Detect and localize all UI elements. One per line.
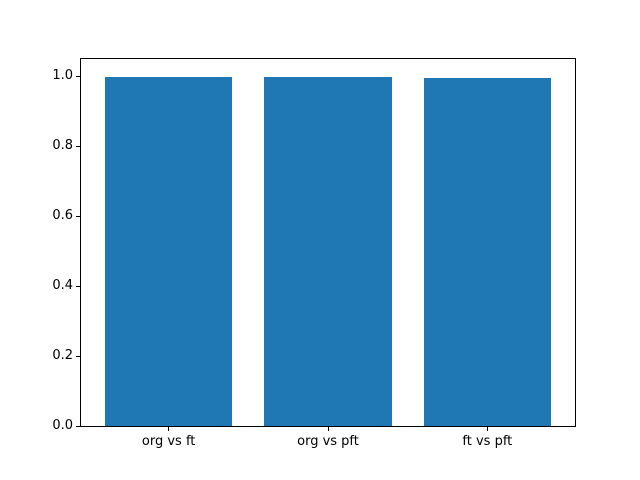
y-tick-mark bbox=[76, 215, 80, 217]
x-tick-label: org vs ft bbox=[141, 434, 196, 449]
y-tick-mark bbox=[76, 285, 80, 287]
y-tick-mark bbox=[76, 355, 80, 357]
plot-area: 0.0 0.2 0.4 0.6 0.8 1.0 org vs ft org vs pft ft … bbox=[52, 58, 576, 449]
bar-ft-vs-pft bbox=[423, 77, 552, 426]
y-tick-mark bbox=[76, 75, 80, 77]
y-tick-label: 0.2 bbox=[52, 348, 73, 364]
x-tick-label: org vs pft bbox=[297, 434, 359, 449]
y-tick-label: 0.8 bbox=[52, 138, 73, 154]
y-tick-label: 0.6 bbox=[52, 208, 73, 224]
y-tick-mark bbox=[76, 145, 80, 147]
bar-org-vs-pft bbox=[264, 76, 392, 426]
x-tick-mark bbox=[168, 427, 170, 431]
y-tick-mark bbox=[76, 425, 80, 427]
bar-org-vs-ft bbox=[104, 76, 233, 426]
x-tick-mark bbox=[327, 427, 329, 431]
x-tick-label: ft vs pft bbox=[462, 434, 513, 449]
y-tick-label: 0.4 bbox=[52, 278, 73, 294]
x-tick-mark bbox=[486, 427, 488, 431]
y-tick-label: 0.0 bbox=[52, 418, 73, 433]
y-tick-label: 1.0 bbox=[52, 68, 73, 84]
